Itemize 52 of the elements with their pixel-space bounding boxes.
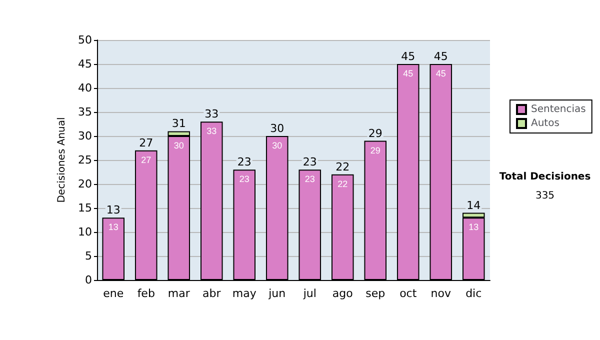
- total-label: 45: [401, 50, 416, 63]
- y-tick-label: 5: [85, 250, 92, 262]
- x-tick-label: ago: [332, 287, 354, 300]
- total-label: 45: [434, 50, 448, 63]
- total-label: 23: [302, 156, 317, 169]
- data-label: 13: [108, 222, 118, 232]
- y-tick-label: 35: [78, 106, 92, 118]
- data-label: 27: [141, 154, 152, 165]
- data-label: 23: [239, 174, 250, 184]
- data-label: 22: [338, 178, 348, 189]
- total-label: 23: [237, 156, 252, 169]
- y-tick-label: 20: [78, 178, 92, 190]
- data-label: 13: [468, 222, 479, 232]
- text: 335: [535, 190, 555, 202]
- y-tick-label: 25: [78, 154, 92, 166]
- x-tick-label: may: [232, 287, 257, 300]
- legend-label: Sentencias: [531, 104, 586, 115]
- legend-label: Autos: [531, 118, 560, 129]
- total-label: 29: [368, 126, 382, 140]
- y-tick-label: 45: [78, 58, 92, 70]
- data-label: 30: [272, 140, 282, 150]
- x-tick-label: abr: [202, 287, 222, 300]
- data-label: 45: [436, 68, 446, 78]
- y-tick-label: 15: [78, 202, 92, 214]
- total-label: 31: [172, 117, 186, 130]
- data-label: 29: [370, 145, 380, 156]
- x-tick-label: dic: [466, 287, 482, 300]
- x-tick-label: ene: [103, 287, 124, 300]
- y-tick-label: 10: [78, 226, 92, 238]
- y-tick-label: 0: [85, 274, 92, 286]
- data-label: 33: [206, 126, 217, 136]
- text: Total Decisiones: [499, 172, 591, 182]
- total-label: 14: [466, 198, 481, 212]
- x-tick-label: oct: [400, 287, 418, 300]
- data-label: 23: [304, 174, 315, 184]
- x-tick-label: nov: [430, 287, 452, 300]
- total-label: 13: [106, 204, 120, 217]
- total-label: 27: [139, 136, 154, 150]
- y-tick-label: 40: [78, 82, 92, 94]
- data-label: 45: [403, 68, 414, 78]
- total-label: 33: [204, 108, 219, 121]
- total-label: 22: [336, 160, 350, 174]
- total-label: 30: [270, 122, 284, 135]
- x-tick-label: mar: [168, 287, 190, 300]
- x-tick-label: sep: [366, 287, 386, 300]
- x-tick-label: jul: [302, 287, 316, 300]
- x-tick-label: feb: [137, 287, 155, 300]
- x-tick-label: jun: [268, 287, 286, 300]
- y-tick-label: 30: [78, 130, 92, 142]
- data-label: 30: [174, 140, 184, 150]
- y-tick-label: 50: [78, 34, 92, 46]
- y-axis-title: Decisiones Anual: [56, 117, 68, 203]
